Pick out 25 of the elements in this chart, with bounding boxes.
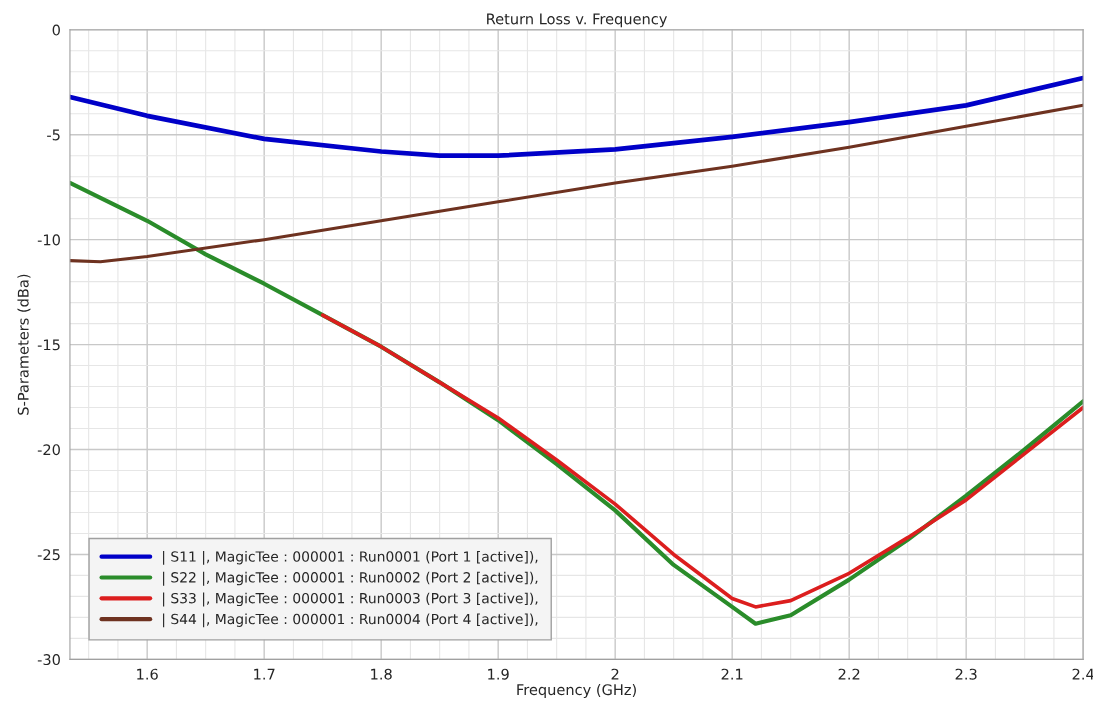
y-tick-label: -30 xyxy=(37,654,60,666)
x-tick-label: 2.4 xyxy=(1072,668,1093,680)
y-tick-label: -20 xyxy=(37,444,60,456)
x-tick-label: 1.8 xyxy=(371,668,392,680)
y-axis-title: S-Parameters (dBa) xyxy=(17,274,31,415)
line-series xyxy=(69,103,1084,264)
y-tick-label: -25 xyxy=(37,549,60,561)
x-tick-label: 2.2 xyxy=(838,668,860,680)
x-tick-label: 1.7 xyxy=(254,668,275,680)
y-tick-label: 0 xyxy=(52,24,60,36)
x-tick-label: 1.6 xyxy=(137,668,158,680)
legend-label: | S44 |, MagicTee : 000001 : Run0004 (Port 4 [active]), xyxy=(163,613,538,628)
legend-label: | S11 |, MagicTee : 000001 : Run0001 (Port 1 [active]), xyxy=(163,550,538,565)
y-tick-label: -15 xyxy=(37,339,60,351)
y-tick-label: -5 xyxy=(47,129,60,141)
chart-title: Return Loss v. Frequency xyxy=(487,13,667,28)
legend-label: | S33 |, MagicTee : 000001 : Run0003 (Port 3 [active]), xyxy=(163,592,538,607)
legend-label: | S22 |, MagicTee : 000001 : Run0002 (Port 2 [active]), xyxy=(163,571,538,586)
x-tick-label: 2 xyxy=(611,668,619,680)
x-tick-label: 1.9 xyxy=(488,668,509,680)
line-series xyxy=(69,75,1084,159)
x-axis-title: Frequency (GHz) xyxy=(517,683,636,699)
x-tick-label: 2.1 xyxy=(721,668,743,680)
x-tick-label: 2.3 xyxy=(955,668,977,680)
y-tick-label: -10 xyxy=(37,234,60,246)
